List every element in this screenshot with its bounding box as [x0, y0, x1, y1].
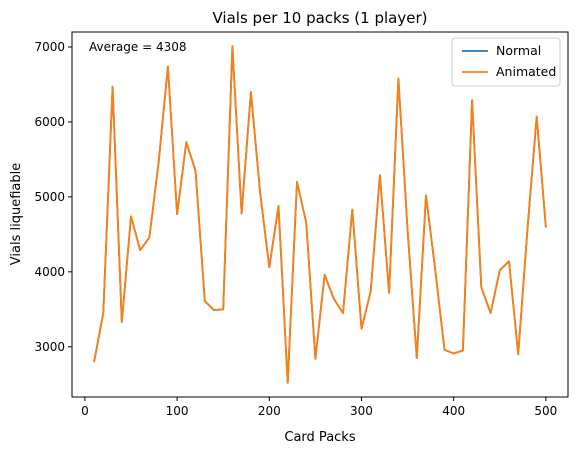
legend-box — [451, 37, 561, 87]
x-tick-label: 500 — [534, 404, 557, 418]
y-tick-label: 3000 — [34, 340, 65, 354]
average-annotation: Average = 4308 — [89, 40, 187, 54]
y-tick-label: 6000 — [34, 115, 65, 129]
y-tick-label: 7000 — [34, 40, 65, 54]
x-tick-label: 200 — [258, 404, 281, 418]
x-tick-label: 300 — [350, 404, 373, 418]
plot-area — [93, 45, 547, 384]
x-axis-label: Card Packs — [284, 430, 355, 445]
x-tick-label: 0 — [81, 404, 89, 418]
y-axis-label: Vials liquefiable — [9, 163, 24, 265]
legend-label-animated: Animated — [496, 64, 556, 79]
x-tick-label: 400 — [442, 404, 465, 418]
y-tick-label: 5000 — [34, 190, 65, 204]
y-tick-label: 4000 — [34, 265, 65, 279]
x-tick-label: 100 — [166, 404, 189, 418]
series-line-animated — [93, 45, 547, 384]
y-axis-ticks: 3000 4000 5000 6000 7000 — [34, 40, 72, 354]
x-axis-ticks: 0 100 200 300 400 500 — [81, 397, 557, 418]
chart-title: Vials per 10 packs (1 player) — [213, 9, 428, 27]
axes-frame — [71, 31, 569, 398]
legend-label-normal: Normal — [496, 43, 541, 58]
legend: Normal Animated — [451, 37, 561, 87]
